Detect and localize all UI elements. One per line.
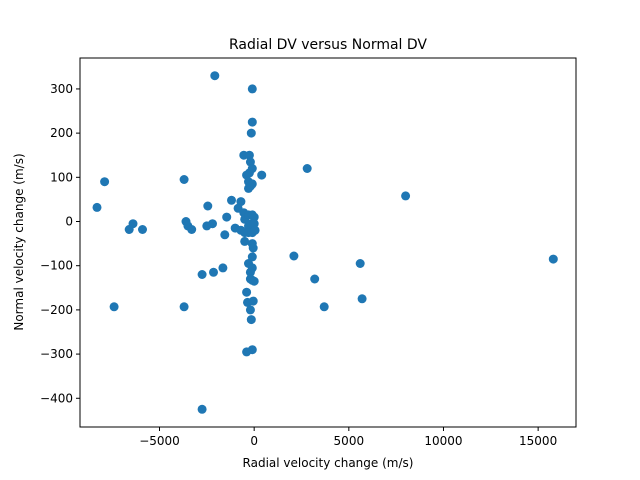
- data-point-47: [220, 230, 230, 240]
- data-point-66: [242, 287, 252, 297]
- data-point-11: [302, 164, 312, 173]
- data-point-72: [245, 305, 255, 315]
- plot-frame: [79, 57, 577, 428]
- data-point-5: [244, 150, 254, 160]
- data-point-58: [197, 270, 207, 279]
- y-ticks: −400 −300 −200 −100 0 100 200 300: [40, 82, 80, 405]
- data-point-21: [203, 201, 213, 211]
- x-tick-label: 15000: [519, 434, 557, 448]
- data-point-46: [250, 225, 260, 235]
- y-tick-label: 200: [50, 126, 73, 140]
- x-tick-label: −5000: [139, 434, 180, 448]
- data-point-69: [109, 302, 119, 312]
- x-axis-label: Radial velocity change (m/s): [243, 456, 414, 470]
- data-point-65: [357, 294, 367, 304]
- points-layer: [92, 71, 558, 414]
- data-point-34: [202, 221, 212, 231]
- y-tick-label: −400: [40, 391, 73, 405]
- y-tick-label: −200: [40, 303, 73, 317]
- y-axis-label: Normal velocity change (m/s): [12, 153, 26, 330]
- data-point-57: [209, 267, 218, 277]
- y-tick-label: −300: [40, 347, 73, 361]
- data-point-63: [355, 259, 365, 268]
- data-point-0: [210, 71, 220, 81]
- data-point-36: [124, 225, 134, 234]
- chart-title: Radial DV versus Normal DV: [229, 37, 427, 53]
- data-point-17: [179, 175, 189, 184]
- data-point-18: [401, 191, 411, 201]
- data-point-56: [245, 267, 255, 277]
- data-point-35: [187, 225, 197, 234]
- data-point-15: [245, 181, 255, 191]
- data-point-73: [246, 315, 256, 325]
- data-point-1: [247, 84, 257, 94]
- data-point-76: [197, 404, 207, 414]
- y-tick-label: 0: [65, 215, 73, 229]
- data-point-61: [249, 276, 259, 286]
- data-point-16: [100, 177, 110, 187]
- x-ticks: −5000 0 5000 10000 15000: [139, 427, 557, 448]
- y-tick-label: 300: [50, 82, 73, 96]
- data-point-64: [548, 254, 558, 264]
- y-tick-label: −100: [40, 259, 73, 273]
- data-point-25: [222, 212, 232, 222]
- data-point-62: [310, 274, 320, 284]
- data-point-70: [179, 302, 189, 312]
- data-point-37: [138, 225, 147, 234]
- data-point-50: [248, 243, 258, 253]
- data-point-71: [319, 302, 329, 312]
- y-tick-label: 100: [50, 170, 73, 184]
- data-point-55: [218, 263, 228, 273]
- data-point-42: [249, 219, 259, 229]
- data-point-2: [247, 117, 257, 127]
- data-point-51: [247, 252, 257, 262]
- x-tick-label: 0: [250, 434, 258, 448]
- data-point-75: [242, 347, 252, 357]
- x-tick-label: 10000: [424, 434, 462, 448]
- data-point-10: [257, 170, 267, 180]
- data-point-9: [244, 168, 254, 178]
- data-point-68: [248, 296, 258, 306]
- data-point-19: [92, 202, 102, 212]
- x-tick-label: 5000: [334, 434, 365, 448]
- data-point-3: [246, 128, 256, 138]
- data-point-20: [227, 195, 236, 205]
- data-point-48: [240, 236, 250, 246]
- data-point-52: [289, 251, 299, 261]
